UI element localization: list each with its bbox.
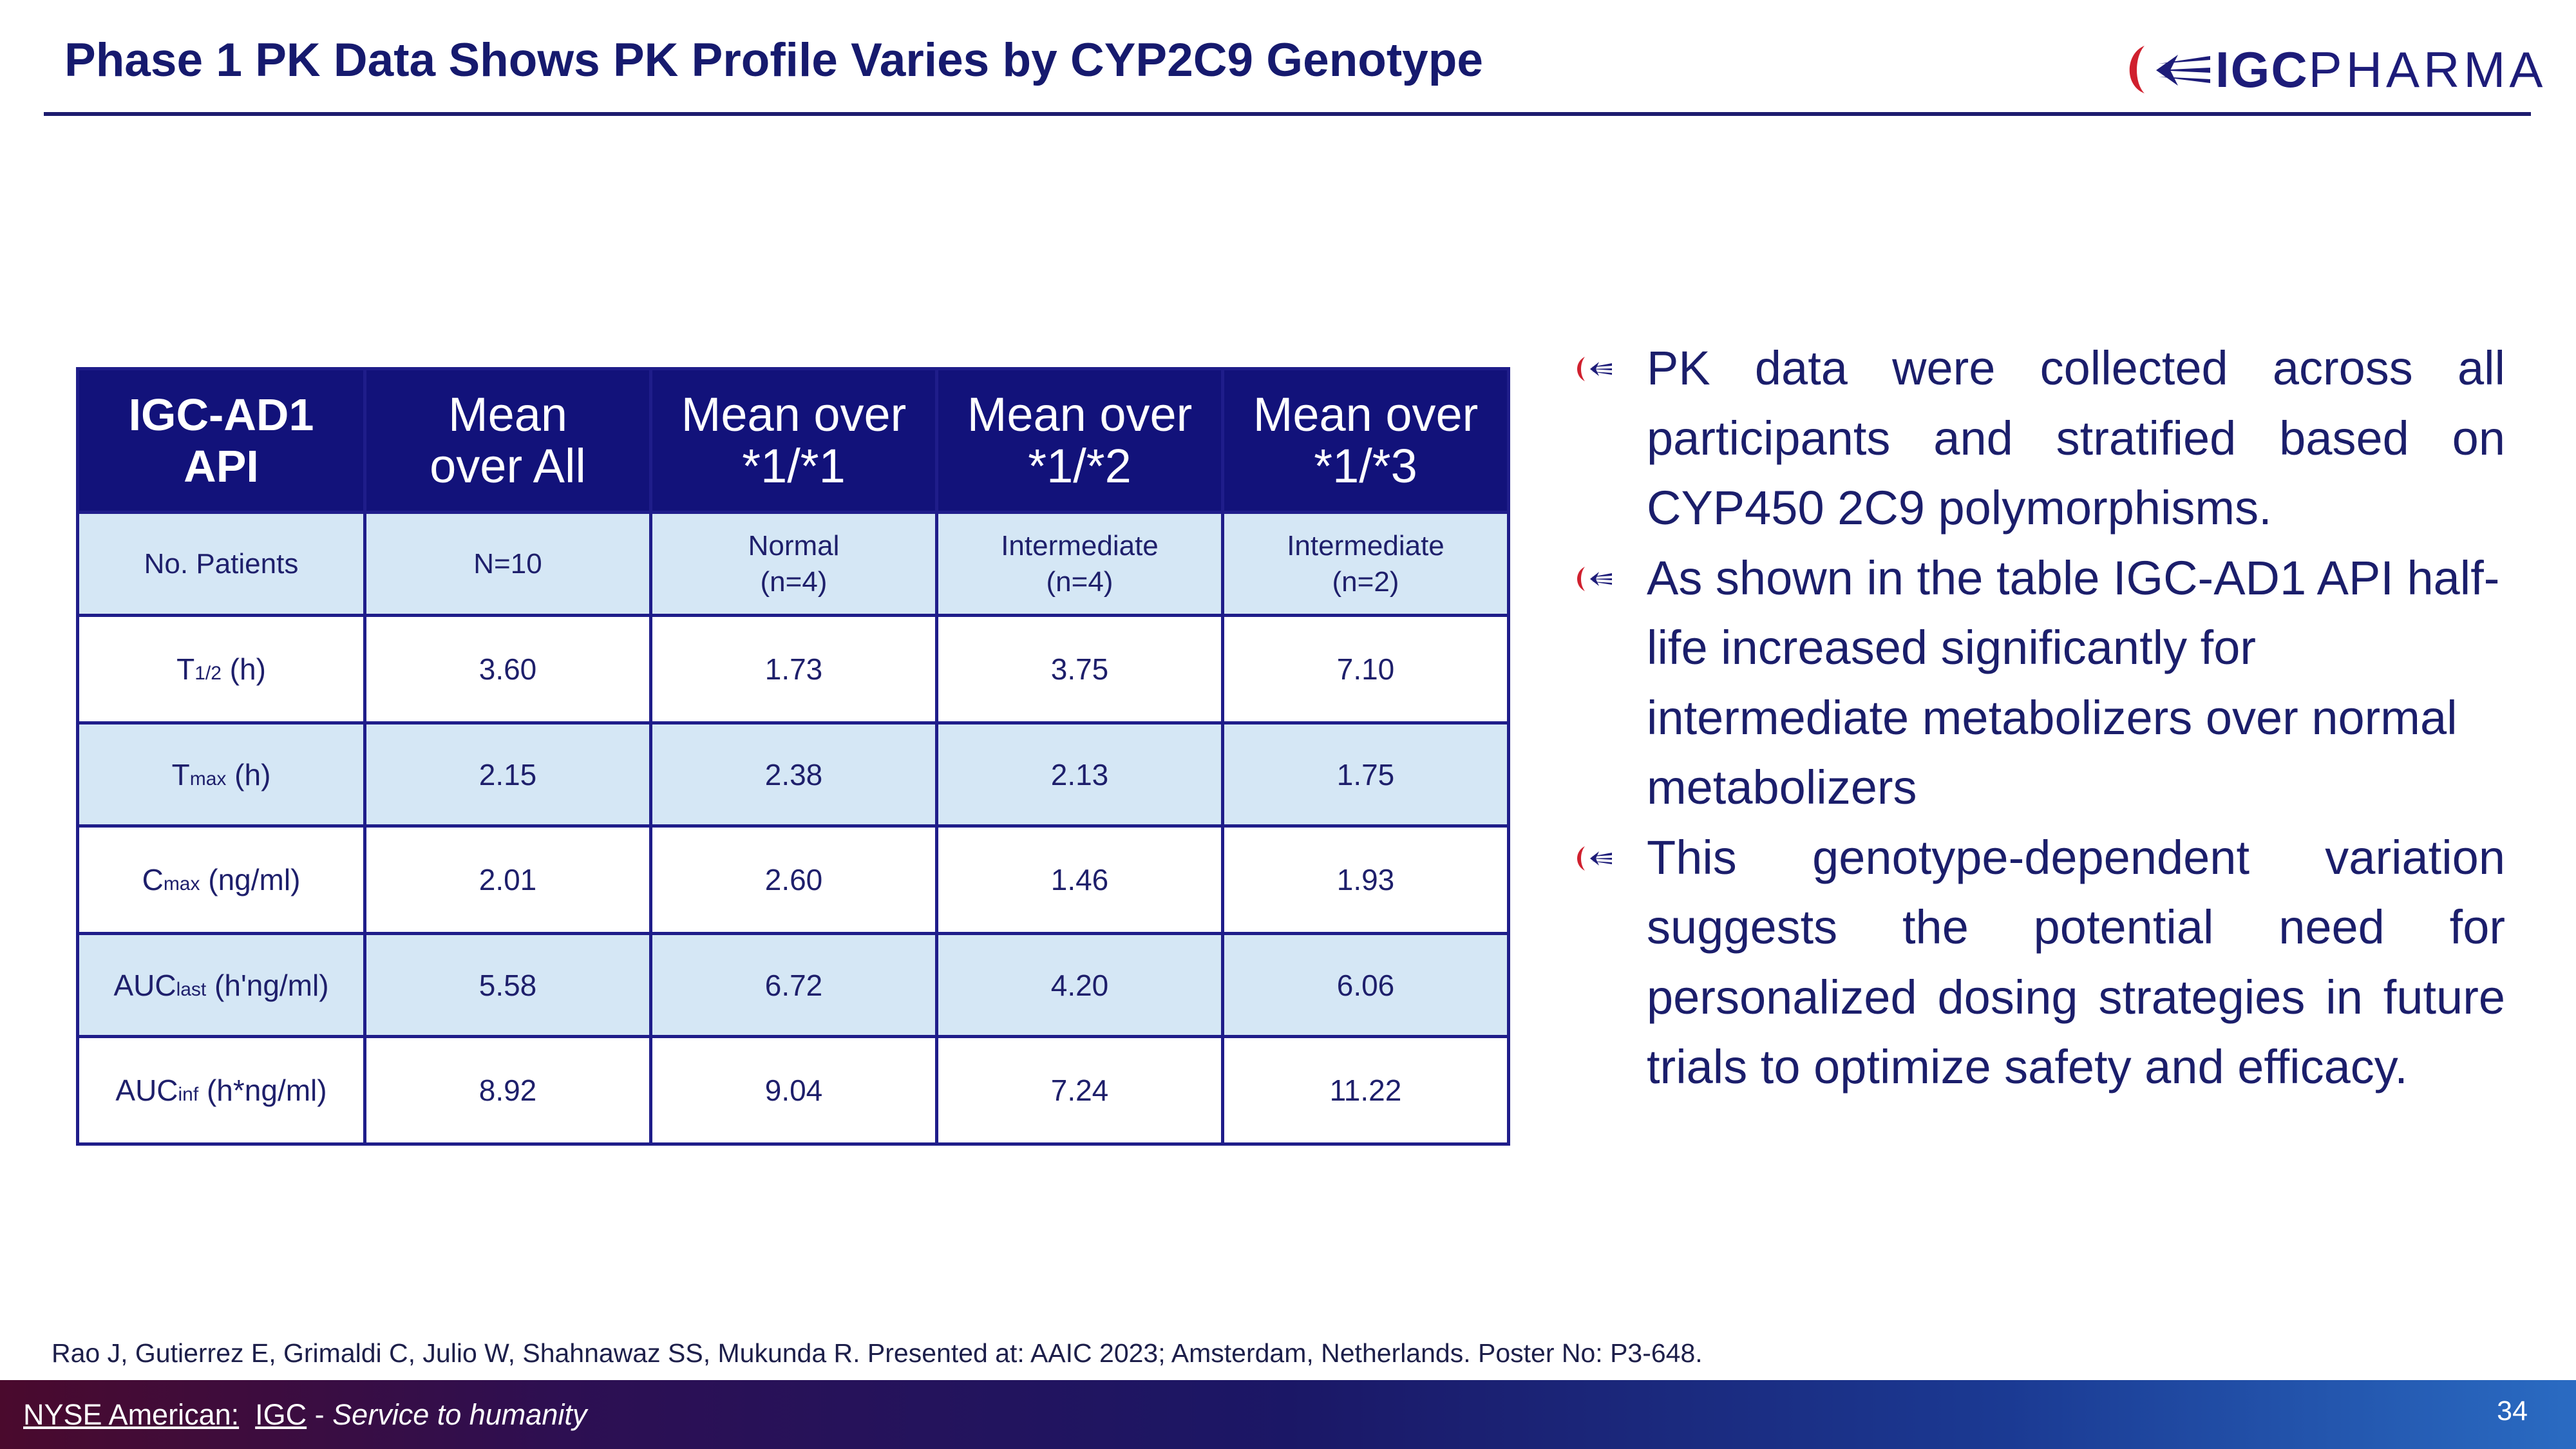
- table-cell: 6.72: [649, 932, 938, 1038]
- table-cell: 11.22: [1221, 1035, 1510, 1146]
- table-cell: 3.60: [363, 614, 652, 724]
- table-cell: 2.60: [649, 824, 938, 935]
- row-label: T1/2 (h): [76, 614, 366, 724]
- header-cell: IGC-AD1 API: [76, 367, 366, 514]
- table-cell: 7.24: [935, 1035, 1224, 1146]
- row-label: AUCinf (h*ng/ml): [76, 1035, 366, 1146]
- row-label: Cmax (ng/ml): [76, 824, 366, 935]
- table-cell: 9.04: [649, 1035, 938, 1146]
- table-cell: 1.75: [1221, 721, 1510, 828]
- table-cell: 2.38: [649, 721, 938, 828]
- table-cell: 1.46: [935, 824, 1224, 935]
- row-label: AUClast (h'ng/ml): [76, 932, 366, 1038]
- table-cell: 2.15: [363, 721, 652, 828]
- table-cell: 1.93: [1221, 824, 1510, 935]
- table-cell: 8.92: [363, 1035, 652, 1146]
- table-cell: 7.10: [1221, 614, 1510, 724]
- igc-swoosh-icon: [2129, 46, 2210, 93]
- table-row: AUClast (h'ng/ml) 5.58 6.72 4.20 6.06: [76, 932, 1510, 1038]
- header-cell: Mean over *1/*2: [935, 367, 1224, 514]
- header-cell: Mean over *1/*1: [649, 367, 938, 514]
- header-cell: Mean over *1/*3: [1221, 367, 1510, 514]
- header-cell: Mean over All: [363, 367, 652, 514]
- table-cell: 3.75: [935, 614, 1224, 724]
- footer-tagline: NYSE American: IGC - Service to humanity: [23, 1398, 587, 1431]
- logo-wordmark: IGCPHARMA: [2215, 41, 2547, 98]
- row-label: No. Patients: [76, 511, 366, 617]
- table-cell: 6.06: [1221, 932, 1510, 1038]
- title-divider: [44, 112, 2531, 116]
- table-cell: Intermediate (n=2): [1221, 511, 1510, 617]
- table-cell: Normal (n=4): [649, 511, 938, 617]
- igc-bullet-icon: [1577, 846, 1612, 871]
- patients-row: No. Patients N=10 Normal (n=4) Intermedia…: [76, 511, 1510, 617]
- bullet-list: PK data were collected across all partic…: [1575, 334, 2505, 1103]
- table-cell: 4.20: [935, 932, 1224, 1038]
- ticker-link[interactable]: IGC: [255, 1398, 307, 1431]
- table-cell: Intermediate (n=4): [935, 511, 1224, 617]
- table-cell: 2.13: [935, 721, 1224, 828]
- table-cell: 1.73: [649, 614, 938, 724]
- table-row: Tmax (h) 2.15 2.38 2.13 1.75: [76, 721, 1510, 828]
- page-number: 34: [2497, 1396, 2528, 1426]
- table-cell: 5.58: [363, 932, 652, 1038]
- table-row: Cmax (ng/ml) 2.01 2.60 1.46 1.93: [76, 824, 1510, 935]
- citation-text: Rao J, Gutierrez E, Grimaldi C, Julio W,…: [52, 1338, 1703, 1368]
- row-label: Tmax (h): [76, 721, 366, 828]
- igc-bullet-icon: [1577, 357, 1612, 381]
- pk-data-table: IGC-AD1 API Mean over All Mean over *1/*1 M…: [76, 367, 1510, 1146]
- table-cell: 2.01: [363, 824, 652, 935]
- table-row: AUCinf (h*ng/ml) 8.92 9.04 7.24 11.22: [76, 1035, 1510, 1146]
- page-title: Phase 1 PK Data Shows PK Profile Varies …: [64, 34, 1483, 86]
- footer-bar: NYSE American: IGC - Service to humanity…: [0, 1380, 2576, 1449]
- igc-pharma-logo: IGCPHARMA: [2119, 37, 2546, 102]
- igc-bullet-icon: [1577, 566, 1612, 591]
- bullet-item: As shown in the table IGC-AD1 API half-l…: [1575, 544, 2505, 823]
- table-cell: N=10: [363, 511, 652, 617]
- bullet-item: PK data were collected across all partic…: [1575, 334, 2505, 544]
- exchange-link[interactable]: NYSE American:: [23, 1398, 240, 1431]
- table-header-row: IGC-AD1 API Mean over All Mean over *1/*1 M…: [76, 367, 1510, 514]
- table-row: T1/2 (h) 3.60 1.73 3.75 7.10: [76, 614, 1510, 724]
- bullet-item: This genotype-dependent variation sugges…: [1575, 823, 2505, 1103]
